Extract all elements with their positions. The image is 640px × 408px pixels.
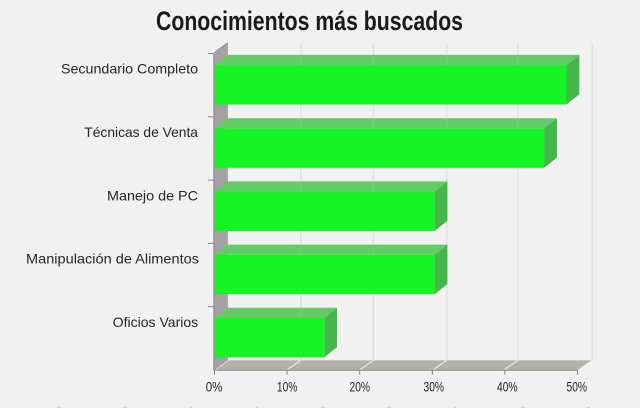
- svg-text:Oficios Varios: Oficios Varios: [113, 314, 199, 330]
- svg-text:Manipulación de Alimentos: Manipulación de Alimentos: [26, 251, 199, 267]
- svg-text:40%: 40%: [497, 379, 518, 395]
- svg-text:10%: 10%: [277, 379, 298, 395]
- svg-text:Técnicas de Venta: Técnicas de Venta: [84, 124, 198, 140]
- svg-text:Conocimientos más buscados: Conocimientos más buscados: [156, 6, 463, 36]
- svg-text:30%: 30%: [424, 379, 445, 395]
- svg-text:Manejo de PC: Manejo de PC: [107, 187, 198, 203]
- svg-text:0%: 0%: [206, 379, 223, 395]
- svg-text:50%: 50%: [567, 379, 588, 395]
- svg-text:Secundario Completo: Secundario Completo: [61, 61, 198, 77]
- svg-text:20%: 20%: [350, 379, 371, 395]
